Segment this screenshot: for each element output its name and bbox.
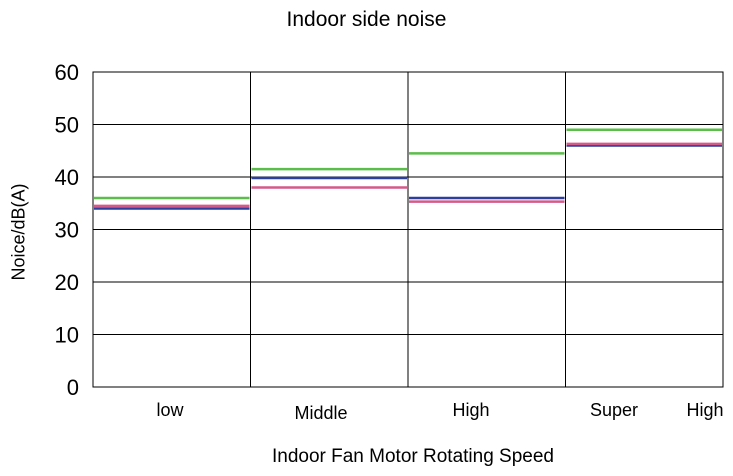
x-axis-label: Indoor Fan Motor Rotating Speed: [271, 446, 554, 467]
plot-frame: [92, 71, 724, 388]
x-tick-label: Super: [590, 400, 638, 420]
x-tick-label: Middle: [294, 403, 347, 423]
x-tick-labels: low Middle High Super High: [156, 400, 723, 423]
series-lines: [94, 128, 722, 210]
chart-title: Indoor side noise: [286, 8, 447, 31]
y-tick-label: 40: [55, 165, 79, 190]
y-tick-label: 60: [55, 60, 79, 85]
y-tick-label: 0: [67, 375, 79, 400]
grid-lines: [93, 71, 723, 388]
x-tick-label: low: [156, 400, 184, 420]
y-tick-label: 30: [55, 218, 79, 243]
x-tick-label: High: [686, 400, 723, 420]
y-tick-labels: 0 10 20 30 40 50 60: [55, 60, 79, 400]
x-tick-label: High: [452, 400, 489, 420]
y-tick-label: 50: [55, 113, 79, 138]
y-tick-label: 20: [55, 270, 79, 295]
y-tick-label: 10: [55, 323, 79, 348]
